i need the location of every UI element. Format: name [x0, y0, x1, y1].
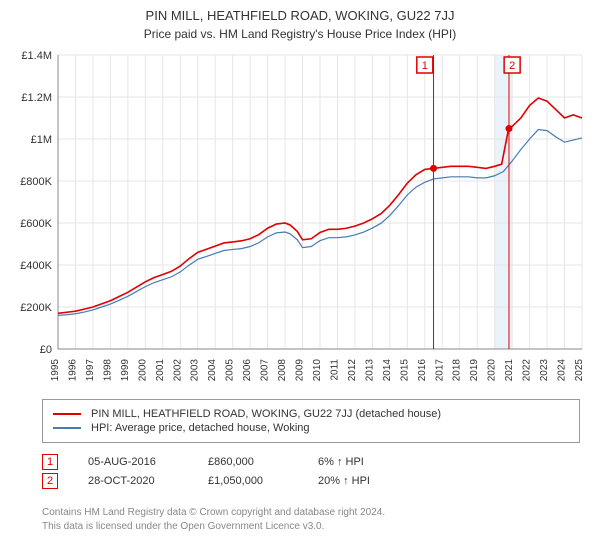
- transaction-row: 1 05-AUG-2016 £860,000 6% ↑ HPI: [42, 454, 580, 470]
- svg-text:1995: 1995: [50, 359, 61, 382]
- svg-text:2009: 2009: [295, 359, 306, 382]
- svg-text:£1M: £1M: [31, 134, 52, 146]
- svg-text:2000: 2000: [137, 359, 148, 382]
- transaction-price: £1,050,000: [208, 475, 288, 487]
- svg-text:£400K: £400K: [20, 260, 52, 272]
- svg-text:2004: 2004: [207, 359, 218, 382]
- svg-text:2020: 2020: [487, 359, 498, 382]
- svg-text:1998: 1998: [102, 359, 113, 382]
- svg-text:2003: 2003: [190, 359, 201, 382]
- svg-text:2025: 2025: [574, 359, 585, 382]
- legend-label-main: PIN MILL, HEATHFIELD ROAD, WOKING, GU22 …: [91, 408, 441, 420]
- transaction-marker: 2: [42, 473, 58, 489]
- svg-text:2010: 2010: [312, 359, 323, 382]
- legend-label-hpi: HPI: Average price, detached house, Woki…: [91, 422, 310, 434]
- svg-text:1: 1: [422, 60, 428, 72]
- footer: Contains HM Land Registry data © Crown c…: [42, 506, 580, 534]
- svg-text:£1.2M: £1.2M: [21, 92, 52, 104]
- svg-text:£200K: £200K: [20, 302, 52, 314]
- transaction-table: 1 05-AUG-2016 £860,000 6% ↑ HPI 2 28-OCT…: [42, 451, 580, 492]
- svg-text:2005: 2005: [225, 359, 236, 382]
- legend-item-main: PIN MILL, HEATHFIELD ROAD, WOKING, GU22 …: [53, 408, 569, 420]
- legend-swatch-main: [53, 413, 81, 415]
- svg-text:2023: 2023: [539, 359, 550, 382]
- svg-text:2001: 2001: [155, 359, 166, 382]
- transaction-marker: 1: [42, 454, 58, 470]
- svg-text:2018: 2018: [452, 359, 463, 382]
- svg-text:2007: 2007: [260, 359, 271, 382]
- svg-text:2: 2: [509, 60, 515, 72]
- page-title: PIN MILL, HEATHFIELD ROAD, WOKING, GU22 …: [10, 8, 590, 23]
- svg-text:£800K: £800K: [20, 176, 52, 188]
- legend-item-hpi: HPI: Average price, detached house, Woki…: [53, 422, 569, 434]
- chart-svg: £0 £200K £400K £600K £800K £1M £1.2M £1.4M 1995 1…: [10, 49, 590, 389]
- svg-text:2006: 2006: [242, 359, 253, 382]
- svg-text:2012: 2012: [347, 359, 358, 382]
- footer-line1: Contains HM Land Registry data © Crown c…: [42, 506, 580, 520]
- transaction-date: 05-AUG-2016: [88, 456, 178, 468]
- svg-text:1999: 1999: [120, 359, 131, 382]
- svg-text:2024: 2024: [557, 359, 568, 382]
- svg-text:2011: 2011: [329, 359, 340, 381]
- svg-text:2016: 2016: [417, 359, 428, 382]
- legend: PIN MILL, HEATHFIELD ROAD, WOKING, GU22 …: [42, 399, 580, 443]
- svg-text:1996: 1996: [67, 359, 78, 382]
- svg-text:£0: £0: [40, 344, 52, 356]
- svg-text:£600K: £600K: [20, 218, 52, 230]
- svg-text:2002: 2002: [172, 359, 183, 382]
- footer-line2: This data is licensed under the Open Gov…: [42, 520, 580, 534]
- svg-text:2021: 2021: [504, 359, 515, 382]
- svg-text:2014: 2014: [382, 359, 393, 382]
- transaction-price: £860,000: [208, 456, 288, 468]
- transaction-pct: 20% ↑ HPI: [318, 475, 370, 487]
- svg-text:2008: 2008: [277, 359, 288, 382]
- legend-swatch-hpi: [53, 427, 81, 429]
- svg-text:2019: 2019: [469, 359, 480, 382]
- svg-text:£1.4M: £1.4M: [21, 50, 52, 62]
- transaction-date: 28-OCT-2020: [88, 475, 178, 487]
- svg-text:1997: 1997: [85, 359, 96, 382]
- transaction-pct: 6% ↑ HPI: [318, 456, 364, 468]
- page-subtitle: Price paid vs. HM Land Registry's House …: [10, 27, 590, 41]
- price-chart: £0 £200K £400K £600K £800K £1M £1.2M £1.4M 1995 1…: [10, 49, 590, 389]
- svg-text:2015: 2015: [399, 359, 410, 382]
- svg-text:2013: 2013: [364, 359, 375, 382]
- svg-text:2017: 2017: [434, 359, 445, 382]
- transaction-row: 2 28-OCT-2020 £1,050,000 20% ↑ HPI: [42, 473, 580, 489]
- svg-text:2022: 2022: [522, 359, 533, 382]
